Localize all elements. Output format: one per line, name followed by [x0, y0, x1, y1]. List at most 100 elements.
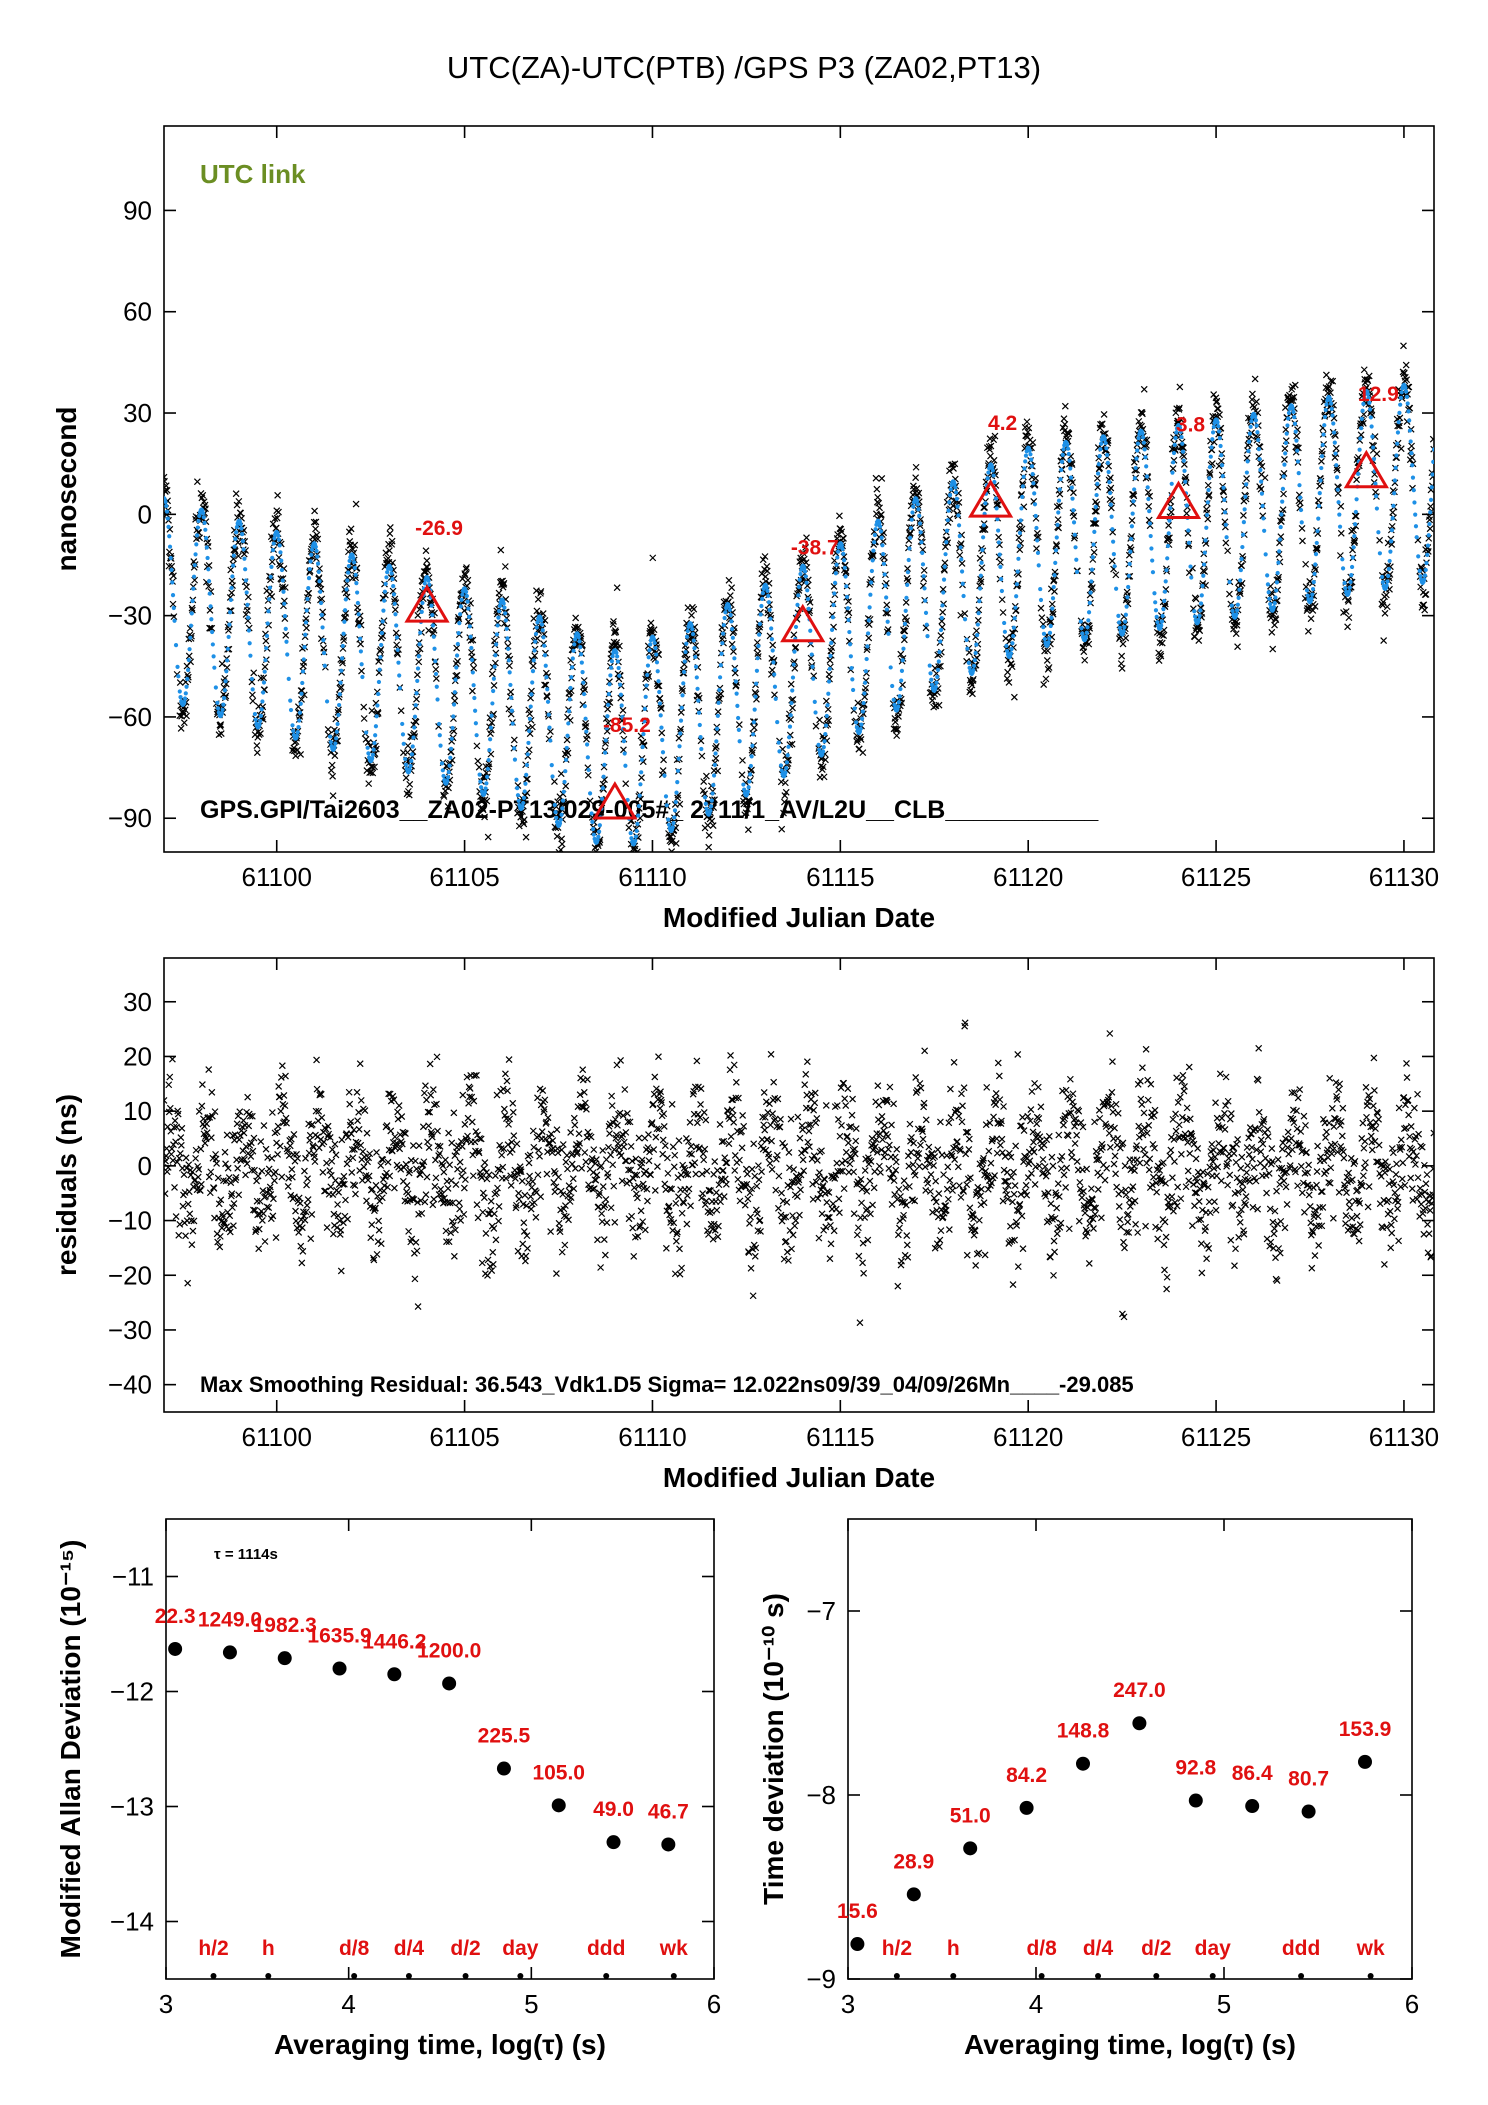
top-fit-point [1087, 600, 1092, 606]
top-data-point [274, 491, 282, 499]
top-fit-point [390, 577, 395, 582]
top-fit-point [184, 684, 189, 689]
top-fit-point [403, 756, 408, 762]
residual-point [188, 1168, 196, 1176]
top-fit-point [914, 498, 920, 503]
top-data-point [792, 643, 800, 651]
top-fit-point [314, 548, 319, 554]
top-fit-point [643, 694, 648, 699]
top-data-point [912, 463, 920, 471]
residual-point [235, 1191, 243, 1199]
top-data-point [845, 597, 852, 605]
top-triangle-marker [592, 781, 638, 820]
residual-point [378, 1194, 386, 1202]
residual-point [396, 1145, 404, 1153]
top-fit-point [490, 701, 495, 706]
top-fit-point [488, 725, 493, 730]
top-data-point [237, 509, 245, 517]
residual-point [345, 1155, 353, 1163]
top-fit-point [355, 590, 360, 595]
residual-point [599, 1146, 607, 1154]
top-fit-point [1370, 434, 1375, 439]
top-fit-point [971, 667, 976, 673]
residual-point [415, 1142, 423, 1150]
residuals-x-tick-label: 61100 [242, 1422, 312, 1452]
top-fit-point [1204, 525, 1209, 530]
top-fit-point [222, 695, 227, 701]
top-fit-point [590, 819, 595, 824]
top-fit-point [1242, 507, 1247, 512]
top-fit-point [1380, 574, 1385, 580]
top-fit-point [376, 691, 381, 697]
top-fit-point [722, 615, 727, 621]
top-fit-point [1189, 575, 1194, 580]
top-fit-point [1271, 605, 1277, 610]
top-fit-point [1108, 490, 1113, 496]
residual-point [403, 1181, 411, 1189]
top-data-point [1350, 539, 1358, 547]
top-fit-point [752, 707, 757, 712]
top-fit-point [1280, 486, 1286, 492]
residual-point [353, 1143, 360, 1151]
residual-point [208, 1088, 216, 1096]
residual-point [578, 1164, 586, 1172]
top-fit-point [175, 664, 180, 669]
top-data-point [225, 626, 232, 634]
top-data-point [1281, 445, 1289, 452]
top-fit-point [514, 777, 519, 782]
top-fit-point [202, 520, 207, 525]
residual-point [295, 1229, 303, 1236]
top-data-point [787, 680, 795, 688]
residual-point [603, 1219, 611, 1227]
residual-point [600, 1203, 608, 1211]
top-data-point [702, 772, 710, 780]
top-fit-point [1016, 556, 1021, 561]
top-fit-point [771, 660, 776, 665]
top-fit-point [581, 680, 586, 685]
top-fit-point [1097, 454, 1102, 459]
top-data-point [1382, 591, 1390, 599]
top-data-point [169, 600, 177, 608]
top-fit-point [1321, 432, 1326, 437]
top-data-point [1061, 420, 1069, 428]
top-data-point [836, 512, 843, 520]
top-fit-point [1179, 434, 1184, 440]
top-fit-point [473, 708, 478, 713]
top-fit-point [1426, 533, 1431, 538]
top-fit-point [354, 581, 359, 586]
residual-point [601, 1251, 609, 1259]
top-marker-label: 4.2 [988, 412, 1017, 435]
residual-point [547, 1130, 555, 1138]
top-fit-point [1002, 629, 1008, 634]
residual-point [590, 1146, 598, 1154]
top-fit-point [1093, 504, 1098, 510]
residual-point [470, 1072, 478, 1079]
top-fit-point [633, 834, 639, 839]
top-data-point [1239, 512, 1247, 519]
top-fit-point [1410, 475, 1416, 480]
top-fit-point [937, 649, 942, 655]
top-data-point [217, 730, 225, 737]
top-data-point [1380, 637, 1388, 645]
top-fit-point [452, 690, 457, 695]
top-fit-point [881, 561, 887, 566]
top-fit-point [215, 700, 220, 705]
top-data-point [1350, 526, 1357, 534]
top-data-point [853, 738, 861, 746]
top-data-point [714, 708, 722, 716]
top-fit-point [1334, 463, 1339, 468]
top-fit-point [284, 639, 289, 644]
residual-point [240, 1117, 247, 1124]
top-data-point [1400, 342, 1407, 350]
top-fit-point [1227, 579, 1232, 585]
top-fit-point [1337, 512, 1342, 517]
top-fit-point [185, 667, 191, 673]
top-fit-point [1030, 472, 1035, 477]
residual-point [267, 1191, 275, 1198]
top-fit-point [959, 557, 964, 562]
residual-point [423, 1173, 431, 1181]
residual-point [258, 1217, 266, 1224]
top-data-point [1025, 424, 1033, 432]
top-data-point [240, 550, 248, 558]
top-fit-point [1211, 424, 1216, 429]
